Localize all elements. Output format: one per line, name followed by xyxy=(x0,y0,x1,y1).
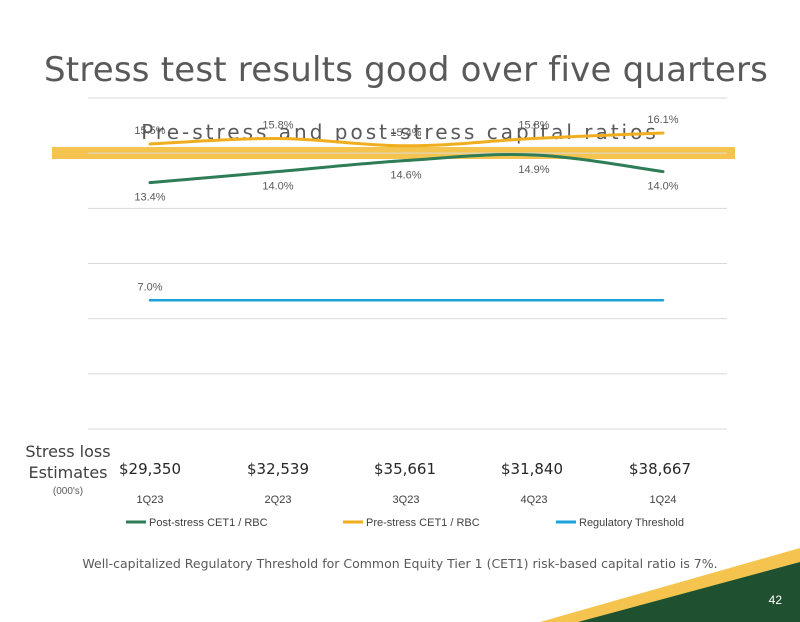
data-label: 15.4% xyxy=(390,127,421,139)
slide-title: Stress test results good over five quart… xyxy=(44,50,769,90)
data-label: 14.0% xyxy=(647,181,678,193)
stress-loss-value: $35,661 xyxy=(373,460,437,478)
capital-ratio-chart: 1Q23 2Q23 3Q23 4Q23 1Q24 13.4% 14.0% 14.6% 14.9%… xyxy=(88,97,727,529)
data-label: 7.0% xyxy=(137,281,162,293)
stress-loss-label: Stress loss Estimates xyxy=(20,441,116,483)
stress-loss-value: $31,840 xyxy=(500,460,564,478)
x-tick-label: 3Q23 xyxy=(393,494,420,506)
post-stress-line xyxy=(148,153,665,185)
pre-stress-line xyxy=(148,131,665,148)
x-tick-label: 1Q24 xyxy=(650,494,677,506)
corner-gold-stripe xyxy=(540,548,800,622)
x-tick-label: 4Q23 xyxy=(521,494,548,506)
data-label: 15.5% xyxy=(134,125,165,137)
footnote: Well-capitalized Regulatory Threshold fo… xyxy=(82,556,718,571)
page-number: 42 xyxy=(768,593,782,607)
legend-label: Pre-stress CET1 / RBC xyxy=(366,517,480,529)
data-label: 14.0% xyxy=(262,181,293,193)
legend-label: Regulatory Threshold xyxy=(579,517,684,529)
legend-label: Post-stress CET1 / RBC xyxy=(149,517,268,529)
data-label: 14.6% xyxy=(390,170,421,182)
stress-loss-label-line1: Stress loss xyxy=(25,442,111,461)
corner-green-wedge xyxy=(578,562,800,622)
stress-loss-value: $29,350 xyxy=(118,460,182,478)
data-label: 13.4% xyxy=(134,192,165,204)
stress-loss-value: $32,539 xyxy=(246,460,310,478)
stress-loss-units: (000's) xyxy=(52,486,84,497)
data-label: 15.8% xyxy=(518,119,549,131)
x-tick-label: 1Q23 xyxy=(137,494,164,506)
stress-loss-label-line2: Estimates xyxy=(28,463,108,482)
stress-loss-value: $38,667 xyxy=(628,460,692,478)
data-label: 15.8% xyxy=(262,119,293,131)
x-tick-label: 2Q23 xyxy=(265,494,292,506)
data-label: 14.9% xyxy=(518,164,549,176)
data-label: 16.1% xyxy=(647,114,678,126)
